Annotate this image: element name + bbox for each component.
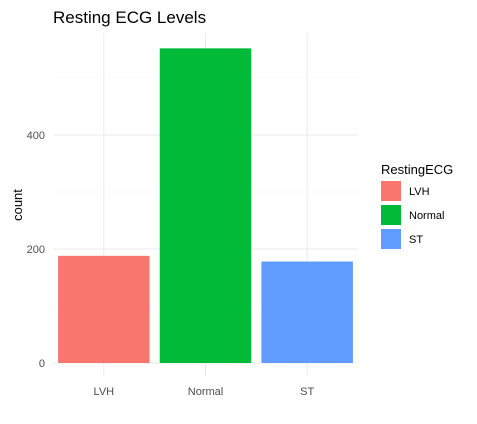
y-axis-title: count <box>10 189 25 221</box>
legend: RestingECG LVH Normal ST <box>381 162 453 249</box>
legend-swatch-lvh <box>381 181 401 201</box>
y-axis-ticks: 0 200 400 <box>27 130 45 370</box>
x-tick-label: Normal <box>188 386 223 398</box>
bar-st <box>261 261 353 363</box>
x-axis-ticks: LVH Normal ST <box>94 386 315 398</box>
bars <box>58 48 353 364</box>
chart-title: Resting ECG Levels <box>53 8 206 27</box>
y-tick-label: 200 <box>27 244 45 256</box>
legend-label-lvh: LVH <box>409 186 430 198</box>
y-tick-label: 0 <box>39 358 45 370</box>
legend-swatch-normal <box>381 205 401 225</box>
bar-lvh <box>58 255 150 363</box>
y-tick-label: 400 <box>27 130 45 142</box>
x-tick-label: LVH <box>94 386 115 398</box>
legend-label-normal: Normal <box>409 210 444 222</box>
legend-swatch-st <box>381 229 401 249</box>
bar-normal <box>159 48 252 364</box>
legend-label-st: ST <box>409 234 423 246</box>
legend-title: RestingECG <box>381 162 453 177</box>
x-tick-label: ST <box>300 386 314 398</box>
